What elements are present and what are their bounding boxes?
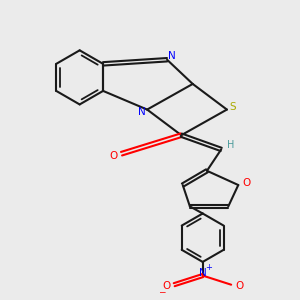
Text: O: O bbox=[235, 281, 243, 291]
Text: +: + bbox=[206, 262, 212, 272]
Text: O: O bbox=[243, 178, 251, 188]
Text: O: O bbox=[110, 151, 118, 161]
Text: N: N bbox=[138, 107, 146, 117]
Text: O: O bbox=[162, 281, 170, 291]
Text: −: − bbox=[158, 287, 166, 296]
Text: H: H bbox=[226, 140, 234, 150]
Text: N: N bbox=[168, 51, 176, 61]
Text: N: N bbox=[199, 268, 207, 278]
Text: S: S bbox=[230, 102, 236, 112]
